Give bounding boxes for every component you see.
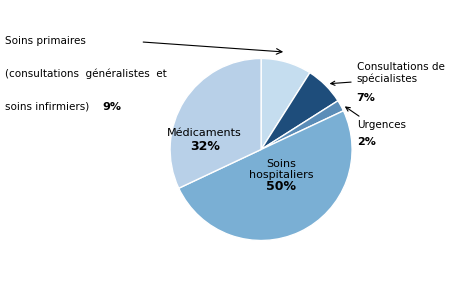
Wedge shape xyxy=(170,59,261,188)
Text: 9%: 9% xyxy=(102,102,121,112)
Text: Médicaments: Médicaments xyxy=(167,128,242,138)
Text: 7%: 7% xyxy=(357,93,376,103)
Text: Soins
hospitaliers: Soins hospitaliers xyxy=(249,159,313,180)
Text: soins infirmiers): soins infirmiers) xyxy=(5,102,92,112)
Wedge shape xyxy=(179,111,352,240)
Wedge shape xyxy=(261,101,344,150)
Text: Soins primaires: Soins primaires xyxy=(5,36,86,46)
Text: (consultations  généralistes  et: (consultations généralistes et xyxy=(5,69,167,79)
Text: 32%: 32% xyxy=(190,140,219,152)
Text: 50%: 50% xyxy=(266,181,296,193)
Wedge shape xyxy=(261,59,310,150)
Text: Urgences: Urgences xyxy=(346,107,406,142)
Text: Consultations de
spécialistes: Consultations de spécialistes xyxy=(331,62,445,95)
Text: 2%: 2% xyxy=(357,137,376,147)
Wedge shape xyxy=(261,73,338,150)
